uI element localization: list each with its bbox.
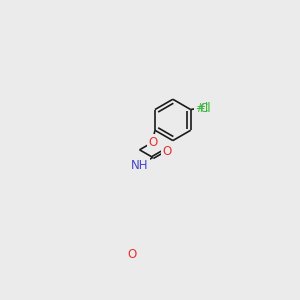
Text: NH: NH xyxy=(131,158,148,172)
Text: O: O xyxy=(127,248,136,261)
Text: O: O xyxy=(163,145,172,158)
Text: O: O xyxy=(148,136,158,149)
Text: Cl: Cl xyxy=(200,102,211,115)
Text: #l: #l xyxy=(195,102,208,115)
